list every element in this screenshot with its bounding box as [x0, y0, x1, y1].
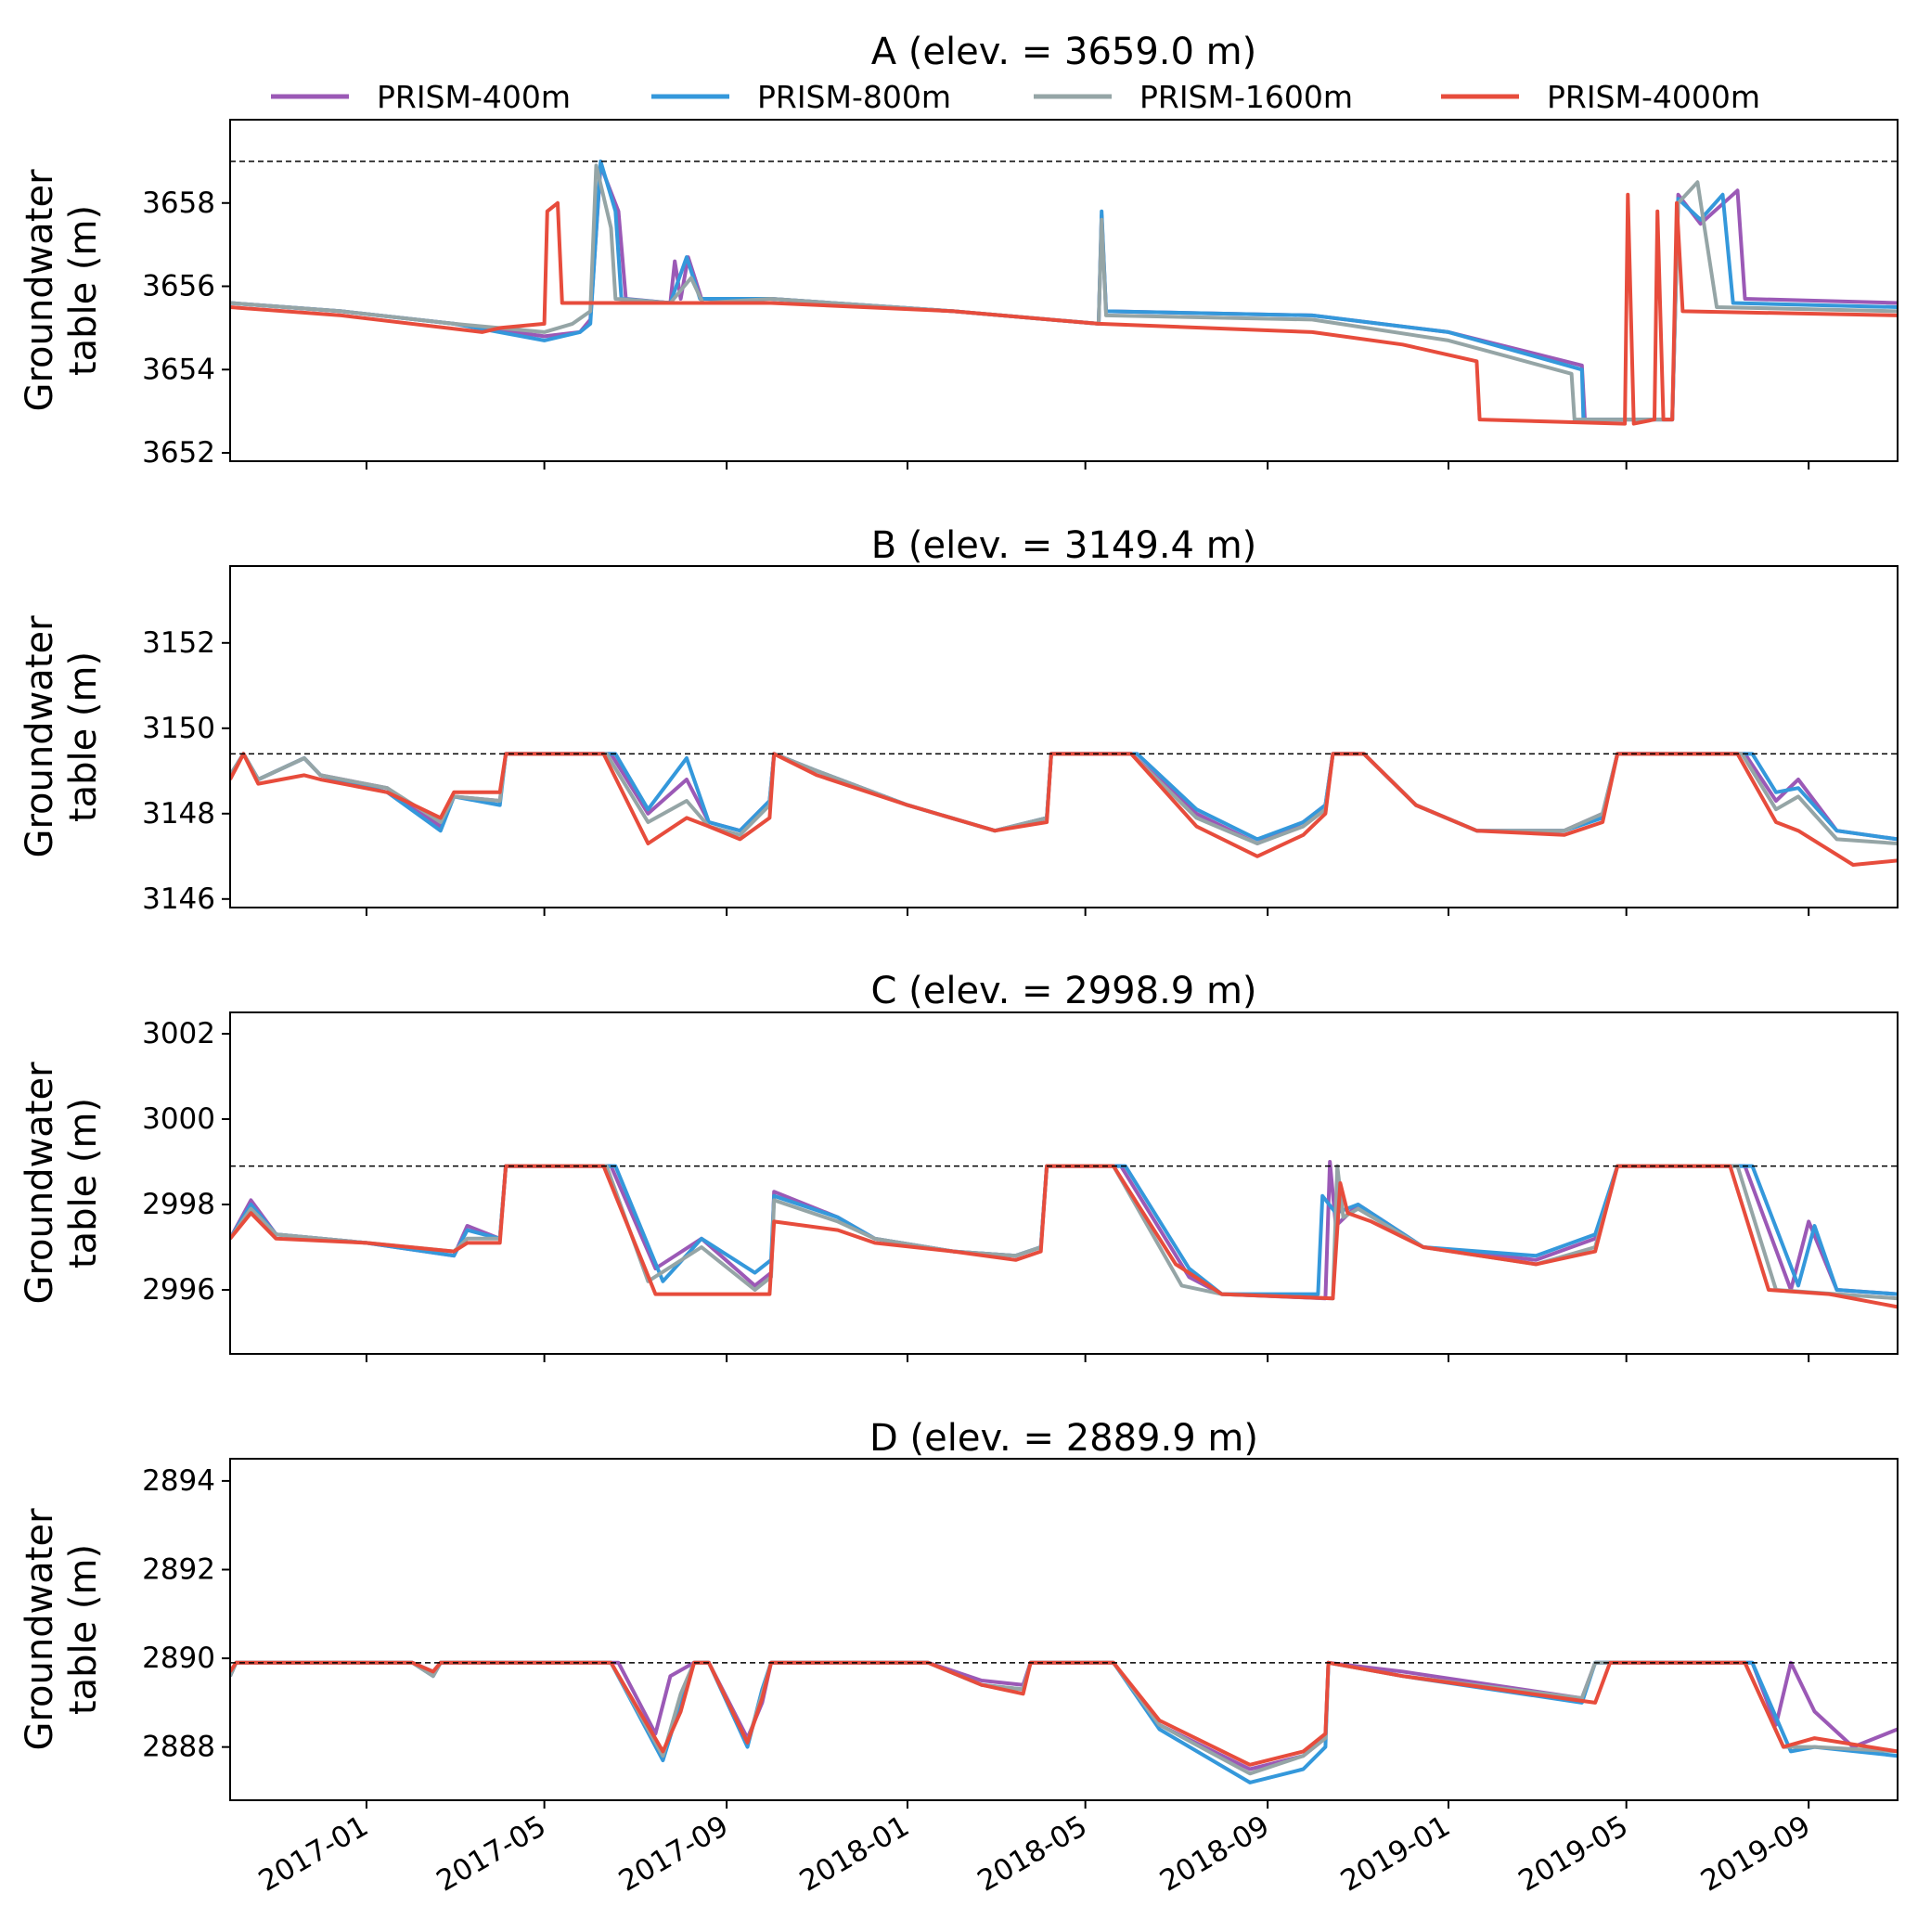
plot-frame	[229, 119, 1899, 462]
y-tick-label: 3152	[142, 626, 215, 660]
legend-label: PRISM-1600m	[1139, 79, 1353, 115]
legend: PRISM-400m PRISM-800m PRISM-1600m PRISM-400…	[271, 79, 1760, 115]
legend-label: PRISM-800m	[757, 79, 951, 115]
y-axis-label-line: Groundwater	[19, 1062, 61, 1305]
y-tick-label: 2996	[142, 1273, 215, 1307]
y-axis-label-line: Groundwater	[19, 1508, 61, 1751]
y-axis-label: Groundwatertable (m)	[19, 1062, 105, 1305]
series-line-prism-4000m	[230, 192, 1898, 426]
y-axis-label: Groundwatertable (m)	[19, 169, 105, 412]
panel-title: B (elev. = 3149.4 m)	[871, 524, 1257, 567]
panel-title: C (elev. = 2998.9 m)	[870, 970, 1256, 1012]
y-tick-label: 3656	[142, 270, 215, 303]
legend-label: PRISM-400m	[377, 79, 571, 115]
y-axis-label-line: table (m)	[62, 205, 105, 376]
y-axis-label-line: table (m)	[62, 1098, 105, 1269]
series-line-prism-4000m	[230, 752, 1898, 867]
panel-c: C (elev. = 2998.9 m) Groundwatertable (m)…	[19, 970, 1899, 1362]
y-axis-label: Groundwatertable (m)	[19, 1508, 105, 1751]
legend-item-prism-400m: PRISM-400m	[271, 79, 571, 115]
y-axis-label-line: Groundwater	[19, 615, 61, 858]
y-axis-label-line: table (m)	[62, 651, 105, 822]
y-tick-label: 3146	[142, 882, 215, 916]
legend-label: PRISM-4000m	[1547, 79, 1760, 115]
panel-a: A (elev. = 3659.0 m) Groundwatertable (m)…	[19, 31, 1899, 470]
y-tick-label: 2998	[142, 1188, 215, 1221]
y-tick-label: 3000	[142, 1102, 215, 1136]
series-group	[230, 752, 1898, 867]
y-tick-label: 2894	[142, 1464, 215, 1498]
y-tick-label: 3150	[142, 712, 215, 745]
panel-title: A (elev. = 3659.0 m)	[871, 31, 1257, 73]
legend-item-prism-1600m: PRISM-1600m	[1034, 79, 1353, 115]
y-tick-label: 2890	[142, 1642, 215, 1675]
series-line-prism-4000m	[230, 1164, 1898, 1309]
y-axis-label: Groundwatertable (m)	[19, 615, 105, 858]
plot-frame	[229, 1458, 1899, 1801]
series-group	[230, 1160, 1898, 1309]
y-tick-label: 3654	[142, 353, 215, 386]
y-tick-label: 3652	[142, 436, 215, 470]
y-tick-label: 2888	[142, 1731, 215, 1764]
plot-frame	[229, 565, 1899, 908]
series-group	[230, 159, 1898, 426]
plot-frame	[229, 1011, 1899, 1355]
y-axis-label-line: table (m)	[62, 1544, 105, 1715]
legend-item-prism-800m: PRISM-800m	[651, 79, 951, 115]
y-tick-label: 3658	[142, 187, 215, 220]
y-tick-label: 2892	[142, 1552, 215, 1586]
y-axis-label-line: Groundwater	[19, 169, 61, 412]
panel-b: B (elev. = 3149.4 m) Groundwatertable (m)…	[19, 524, 1899, 916]
y-tick-label: 3148	[142, 797, 215, 831]
series-line-prism-4000m	[230, 1660, 1898, 1767]
legend-item-prism-4000m: PRISM-4000m	[1441, 79, 1760, 115]
panel-title: D (elev. = 2889.9 m)	[869, 1417, 1258, 1460]
y-tick-label: 3002	[142, 1017, 215, 1050]
